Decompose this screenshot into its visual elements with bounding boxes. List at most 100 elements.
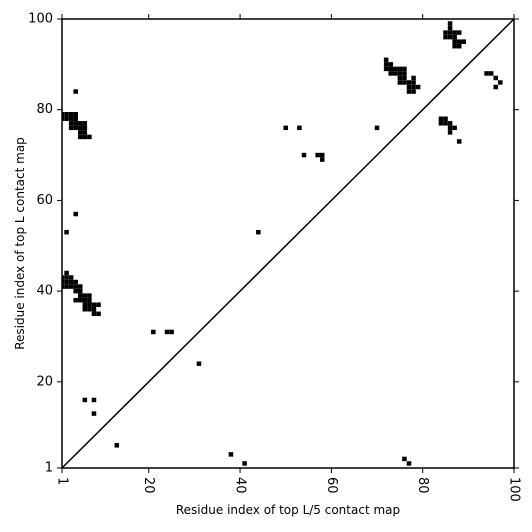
contact-cell: [82, 134, 88, 140]
contact-cell: [452, 43, 457, 49]
contact-cell: [411, 89, 416, 94]
contact-cell: [68, 279, 74, 285]
y-tick-label: 1: [45, 461, 53, 476]
contact-cell: [62, 116, 65, 122]
y-tick-label: 100: [28, 12, 53, 27]
contact-cell: [82, 130, 88, 135]
contact-cell: [438, 116, 444, 122]
contact-cell: [402, 80, 407, 85]
contact-cell: [73, 89, 78, 94]
contact-cell: [73, 121, 78, 126]
contact-cell: [411, 75, 416, 81]
contact-cell: [383, 62, 389, 67]
contact-cell: [402, 71, 407, 76]
y-tick-label: 20: [36, 374, 53, 389]
contact-cell: [91, 307, 97, 312]
contact-cell: [397, 80, 403, 85]
contact-cell: [406, 461, 412, 466]
contact-cell: [415, 84, 421, 90]
contact-cell: [393, 71, 398, 76]
contact-cell: [87, 307, 92, 312]
contact-cell: [82, 397, 88, 403]
contact-cell: [78, 284, 83, 289]
contact-cell: [78, 293, 83, 298]
contact-cell: [411, 80, 416, 85]
contact-cell: [456, 43, 462, 49]
contact-cell: [301, 152, 307, 158]
contact-cell: [169, 329, 174, 335]
contact-cell: [73, 284, 78, 289]
contact-cell: [461, 39, 467, 44]
contact-cell: [447, 121, 453, 126]
contact-cell: [406, 84, 412, 90]
contact-cell: [402, 66, 407, 72]
contact-cell: [96, 311, 101, 317]
contact-cell: [82, 302, 88, 307]
y-axis-label: Residue index of top L contact map: [13, 137, 27, 350]
contact-cell: [402, 456, 407, 462]
contact-cell: [68, 275, 74, 280]
contact-cell: [91, 302, 97, 307]
contact-cell: [196, 361, 202, 366]
contact-cell: [447, 125, 453, 131]
x-tick-label: 80: [415, 477, 430, 494]
contact-cell: [64, 116, 69, 122]
contact-cells: [62, 21, 503, 466]
contact-cell: [82, 125, 88, 131]
contact-cell: [73, 297, 78, 303]
contact-cell: [493, 84, 498, 90]
contact-cell: [397, 66, 403, 72]
contact-cell: [164, 329, 170, 335]
x-tick-label: 60: [324, 477, 339, 494]
contact-cell: [383, 66, 389, 72]
contact-cell: [488, 71, 494, 76]
contact-cell: [96, 302, 101, 307]
contact-cell: [82, 307, 88, 312]
contact-cell: [78, 130, 83, 135]
contact-cell: [456, 139, 462, 144]
contact-cell: [151, 329, 156, 335]
contact-cell: [438, 121, 444, 126]
contact-cell: [64, 229, 69, 235]
contact-cell: [493, 75, 498, 81]
diagonal-line: [61, 18, 515, 469]
contact-cell: [82, 297, 88, 303]
contact-cell: [406, 89, 412, 94]
contact-cell: [228, 452, 234, 457]
contact-cell: [78, 288, 83, 294]
contact-cell: [374, 125, 380, 131]
contact-cell: [283, 125, 288, 131]
contact-cell: [73, 116, 78, 122]
contact-cell: [73, 288, 78, 294]
contact-cell: [319, 152, 325, 158]
contact-cell: [315, 152, 320, 158]
contact-cell: [411, 84, 416, 90]
contact-cell: [443, 116, 448, 122]
y-tick-label: 40: [36, 284, 53, 299]
contact-cell: [64, 275, 69, 280]
contact-cell: [62, 112, 65, 117]
contact-cell: [82, 293, 88, 298]
contact-cell: [297, 125, 302, 131]
plot-frame: [61, 18, 515, 469]
contact-cell: [443, 30, 448, 35]
contact-cell: [78, 125, 83, 131]
contact-cell: [64, 112, 69, 117]
contact-cell: [406, 80, 412, 85]
contact-cell: [91, 397, 97, 403]
contact-cell: [256, 229, 261, 235]
x-axis-ticks: 1 20 40 60 80 100: [55, 14, 522, 502]
contact-cell: [388, 71, 393, 76]
contact-cell: [447, 25, 453, 31]
contact-cell: [62, 275, 65, 280]
x-tick-label: 1: [55, 477, 70, 485]
contact-cell: [64, 284, 69, 289]
contact-cell: [64, 279, 69, 285]
contact-cell: [383, 57, 389, 63]
contact-cell: [68, 121, 74, 126]
contact-cell: [388, 62, 393, 67]
x-tick-label: 20: [141, 477, 156, 494]
contact-cell: [498, 80, 503, 85]
contact-cell: [78, 297, 83, 303]
